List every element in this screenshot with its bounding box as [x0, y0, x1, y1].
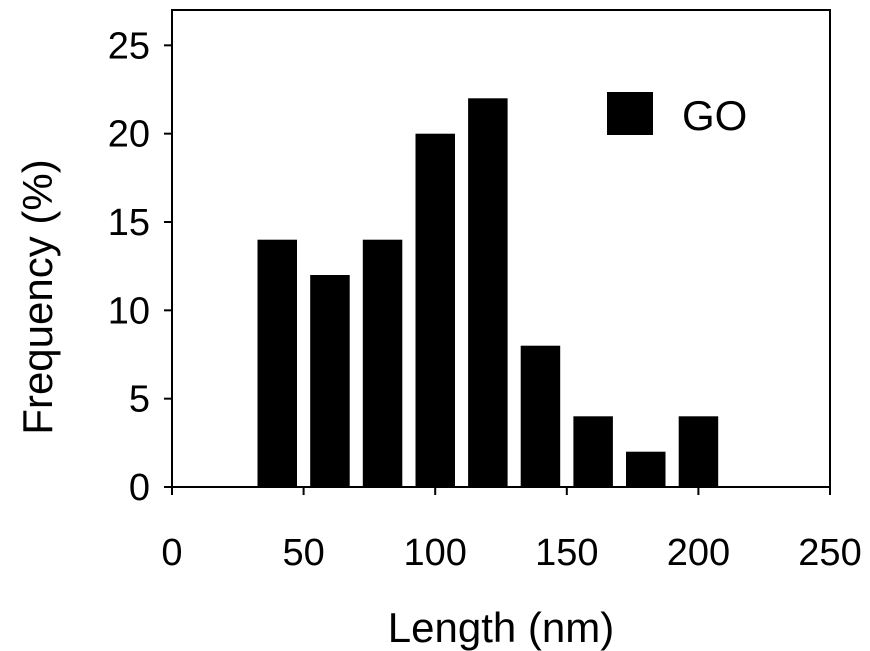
- y-axis-ticks: 0 5 10 15 20 25: [108, 25, 172, 509]
- x-tick-label-100: 100: [403, 532, 466, 574]
- bar-160: [573, 416, 613, 487]
- x-tick-label-150: 150: [535, 532, 598, 574]
- legend: GO: [607, 92, 747, 139]
- bar-60: [310, 275, 350, 487]
- y-tick-label-0: 0: [129, 467, 150, 509]
- y-tick-label-25: 25: [108, 25, 150, 67]
- bar-200: [678, 416, 719, 487]
- legend-label-go: GO: [682, 92, 747, 139]
- bar-100: [415, 133, 455, 487]
- y-tick-label-15: 15: [108, 202, 150, 244]
- y-tick-label-5: 5: [129, 379, 150, 421]
- x-tick-label-0: 0: [161, 532, 182, 574]
- x-axis-ticks: 0 50 100 150 200 250: [161, 487, 862, 574]
- x-tick-label-200: 200: [667, 532, 730, 574]
- y-tick-label-20: 20: [108, 114, 150, 156]
- y-tick-label-10: 10: [108, 290, 150, 332]
- bar-40: [257, 239, 297, 487]
- x-tick-label-50: 50: [282, 532, 324, 574]
- bar-120: [468, 98, 508, 488]
- x-axis-title: Length (nm): [388, 604, 614, 651]
- bar-80: [362, 239, 403, 487]
- bar-series-go: [257, 98, 719, 488]
- bar-140: [520, 345, 561, 487]
- legend-swatch-go: [607, 92, 653, 135]
- x-tick-label-250: 250: [798, 532, 861, 574]
- bar-180: [626, 451, 666, 487]
- y-axis-title: Frequency (%): [14, 159, 61, 434]
